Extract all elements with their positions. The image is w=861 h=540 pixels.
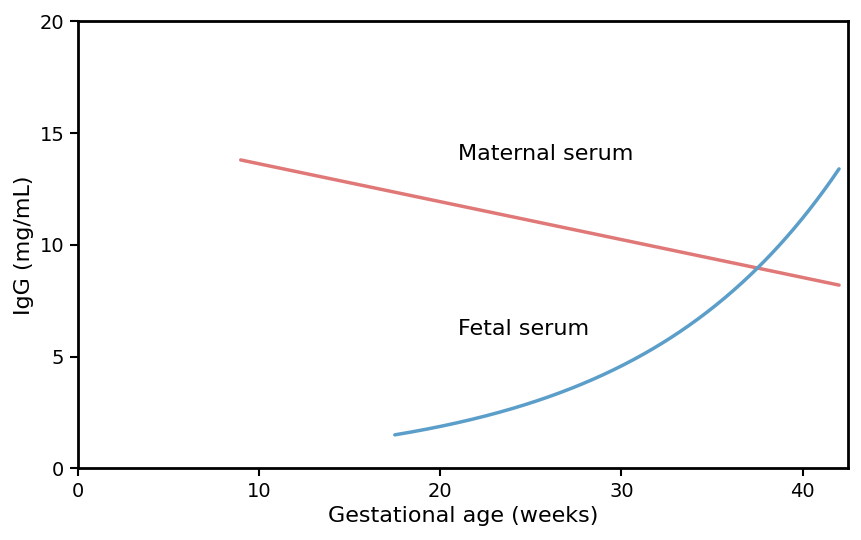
Text: Fetal serum: Fetal serum [458, 319, 589, 339]
Y-axis label: IgG (mg/mL): IgG (mg/mL) [14, 175, 34, 315]
X-axis label: Gestational age (weeks): Gestational age (weeks) [327, 506, 598, 526]
Text: Maternal serum: Maternal serum [458, 144, 633, 164]
